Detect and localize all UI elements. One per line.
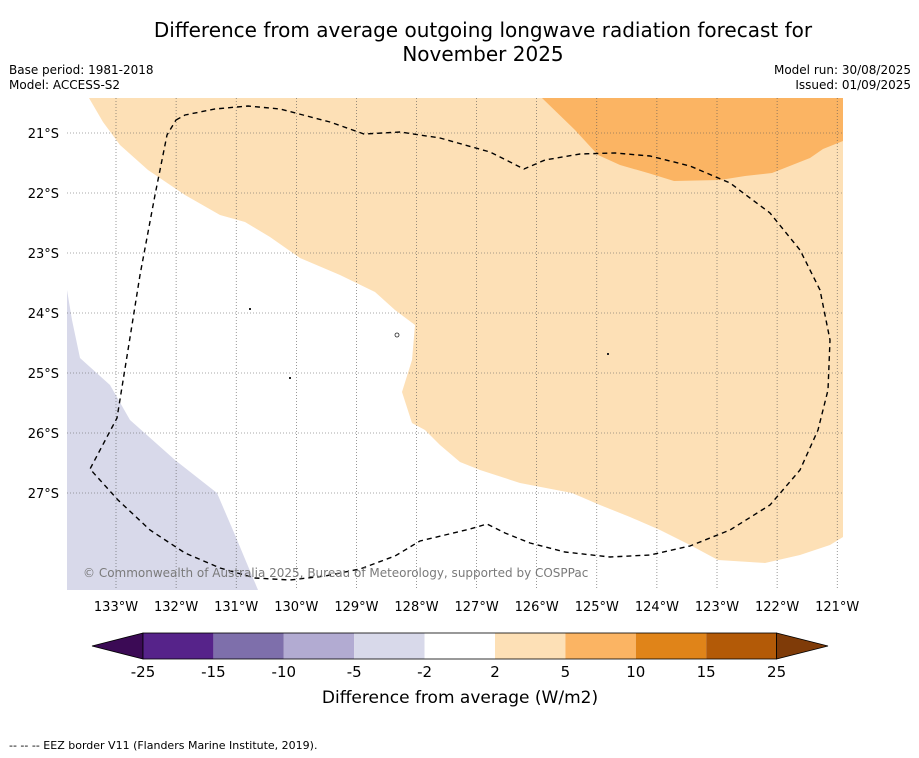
- island-marker: [607, 353, 609, 355]
- colorbar-segment: [283, 633, 355, 659]
- map-title: Difference from average outgoing longwav…: [0, 18, 919, 66]
- colorbar: -25 -15 -10 -5 -2 2 5 10 15 25: [91, 632, 829, 681]
- latitude-label: 23°S: [28, 247, 59, 262]
- colorbar-segment: [424, 633, 495, 659]
- colorbar-segment: [495, 633, 566, 659]
- colorbar-segment: [143, 633, 214, 659]
- eez-border: [89, 105, 831, 581]
- colorbar-segment: [565, 633, 636, 659]
- copyright-text: © Commonwealth of Australia 2025, Bureau…: [83, 566, 588, 580]
- island-marker: [249, 308, 251, 310]
- meta-left: Base period: 1981-2018 Model: ACCESS-S2: [9, 63, 154, 93]
- colorbar-frame: [142, 632, 777, 660]
- longitude-label: 133°W: [94, 600, 138, 615]
- colorbar-title: Difference from average (W/m2): [322, 688, 598, 708]
- longitude-label: 121°W: [815, 600, 859, 615]
- anomaly-region-5-to-10: [542, 98, 843, 181]
- anomaly-region-2-to-5: [89, 98, 843, 563]
- colorbar-segment: [213, 633, 284, 659]
- longitude-label: 123°W: [695, 600, 739, 615]
- colorbar-tick-label: -25: [131, 663, 156, 681]
- map-area: © Commonwealth of Australia 2025, Bureau…: [67, 98, 843, 590]
- longitude-label: 131°W: [214, 600, 258, 615]
- colorbar-tick-label: -15: [201, 663, 226, 681]
- latitude-label: 27°S: [28, 487, 59, 502]
- colorbar-tick-label: 25: [767, 663, 786, 681]
- colorbar-tick-label: 10: [626, 663, 645, 681]
- title-line-1: Difference from average outgoing longwav…: [153, 18, 813, 42]
- longitude-label: 122°W: [755, 600, 799, 615]
- island-marker: [289, 377, 291, 379]
- longitude-label: 130°W: [274, 600, 318, 615]
- latitude-label: 25°S: [28, 367, 59, 382]
- colorbar-segment: [354, 633, 425, 659]
- longitude-labels: 133°W 132°W 131°W 130°W 129°W 128°W 127°W 126°W…: [94, 600, 860, 615]
- colorbar-tick-label: 15: [697, 663, 716, 681]
- anomaly-region-minus5-to-minus2: [67, 290, 258, 590]
- longitude-label: 132°W: [154, 600, 198, 615]
- longitude-label: 127°W: [455, 600, 499, 615]
- island-marker: [394, 332, 400, 338]
- issued-date: Issued: 01/09/2025: [795, 78, 911, 92]
- latitude-label: 21°S: [28, 127, 59, 142]
- title-line-2: November 2025: [402, 42, 564, 66]
- gridlines: [67, 98, 843, 590]
- longitude-label: 124°W: [635, 600, 679, 615]
- colorbar-tick-label: -2: [417, 663, 432, 681]
- colorbar-extend-low: [91, 632, 144, 660]
- longitude-label: 128°W: [394, 600, 438, 615]
- colorbar-tick-label: 5: [561, 663, 571, 681]
- longitude-label: 125°W: [575, 600, 619, 615]
- colorbar-segment: [635, 633, 707, 659]
- model-run: Model run: 30/08/2025: [773, 63, 911, 77]
- model-name: Model: ACCESS-S2: [9, 78, 121, 92]
- colorbar-segment: [706, 633, 777, 659]
- latitude-label: 26°S: [28, 427, 59, 442]
- eez-footnote: -- -- -- EEZ border V11 (Flanders Marine…: [9, 739, 318, 752]
- latitude-labels: 21°S 22°S 23°S 24°S 25°S 26°S 27°S: [28, 127, 59, 502]
- longitude-label: 126°W: [515, 600, 559, 615]
- colorbar-tick-label: -5: [347, 663, 362, 681]
- longitude-label: 129°W: [334, 600, 378, 615]
- base-period: Base period: 1981-2018: [9, 63, 154, 77]
- colorbar-extend-high: [776, 632, 829, 660]
- latitude-label: 24°S: [28, 307, 59, 322]
- colorbar-tick-label: 2: [490, 663, 500, 681]
- colorbar-tick-label: -10: [272, 663, 297, 681]
- latitude-label: 22°S: [28, 187, 59, 202]
- meta-right: Model run: 30/08/2025 Issued: 01/09/2025: [774, 63, 911, 93]
